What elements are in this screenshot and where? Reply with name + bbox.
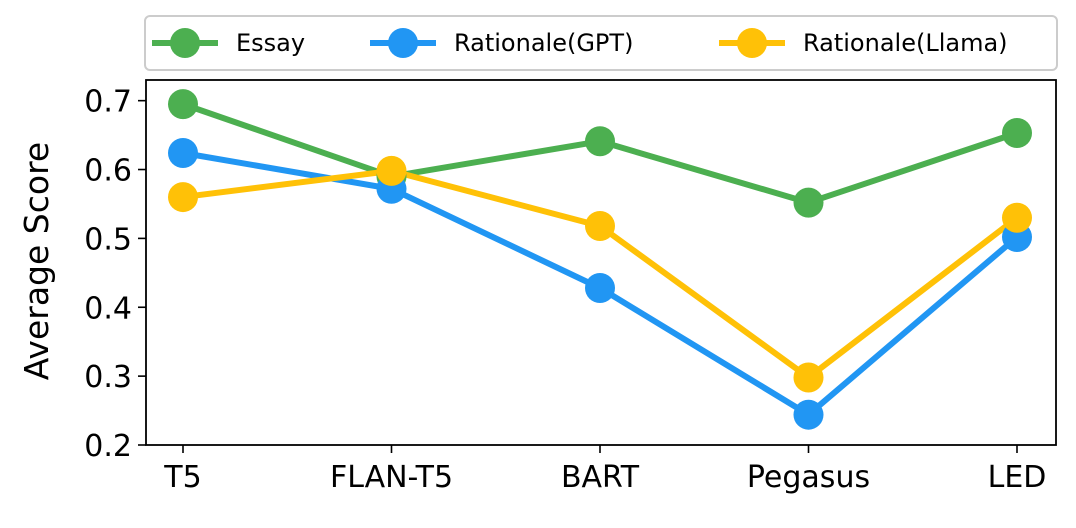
- y-tick-label-0-2: 0.2: [84, 429, 132, 464]
- x-tick-label-pegasus: Pegasus: [747, 460, 870, 495]
- series-layer: [168, 89, 1032, 430]
- data-point-essay-led: [1002, 118, 1032, 149]
- legend-entry-essay: Essay: [152, 28, 305, 58]
- x-tick-label-bart: BART: [561, 460, 640, 495]
- data-point-rationale-llama-flan-t5: [376, 155, 407, 186]
- data-point-rationale-llama-t5: [168, 182, 198, 213]
- legend-entry-rationale-gpt: Rationale(GPT): [370, 28, 633, 58]
- data-point-essay-t5: [168, 89, 198, 120]
- y-tick-label-0-6: 0.6: [84, 154, 132, 189]
- legend-label-essay: Essay: [236, 29, 305, 57]
- legend: Essay Rationale(GPT) Rationale(Llama): [144, 15, 1058, 71]
- data-point-rationale-gpt-t5: [168, 138, 198, 168]
- legend-marker-rationale-llama: [737, 28, 767, 58]
- data-point-rationale-llama-bart: [585, 211, 615, 241]
- data-point-essay-bart: [585, 126, 615, 157]
- plot-frame: [145, 79, 1057, 446]
- legend-frame: [144, 15, 1058, 71]
- x-tick-label-flan-t5: FLAN-T5: [330, 460, 453, 495]
- legend-marker-rationale-gpt: [388, 28, 418, 58]
- y-axis-title: Average Score: [17, 142, 56, 380]
- legend-label-rationale-llama: Rationale(Llama): [803, 29, 1008, 57]
- legend-marker-essay: [170, 28, 200, 58]
- y-tick-label-0-3: 0.3: [84, 360, 132, 395]
- data-point-essay-pegasus: [793, 187, 824, 218]
- data-point-rationale-gpt-bart: [585, 272, 615, 303]
- data-point-rationale-gpt-pegasus: [793, 399, 824, 430]
- y-tick-label-0-5: 0.5: [84, 222, 132, 257]
- data-point-rationale-llama-pegasus: [793, 362, 824, 393]
- y-tick-label-0-7: 0.7: [84, 85, 132, 120]
- x-tick-label-led: LED: [988, 460, 1047, 495]
- x-tick-label-t5: T5: [163, 460, 201, 495]
- y-tick-label-0-4: 0.4: [84, 291, 132, 326]
- legend-entry-rationale-llama: Rationale(Llama): [719, 28, 1008, 58]
- data-point-rationale-llama-led: [1002, 202, 1032, 233]
- axis-layer: T5 FLAN-T5 BART Pegasus LED 0.2 0.3 0.4 0.5 0.6 0.…: [84, 85, 1046, 495]
- legend-label-rationale-gpt: Rationale(GPT): [454, 29, 633, 57]
